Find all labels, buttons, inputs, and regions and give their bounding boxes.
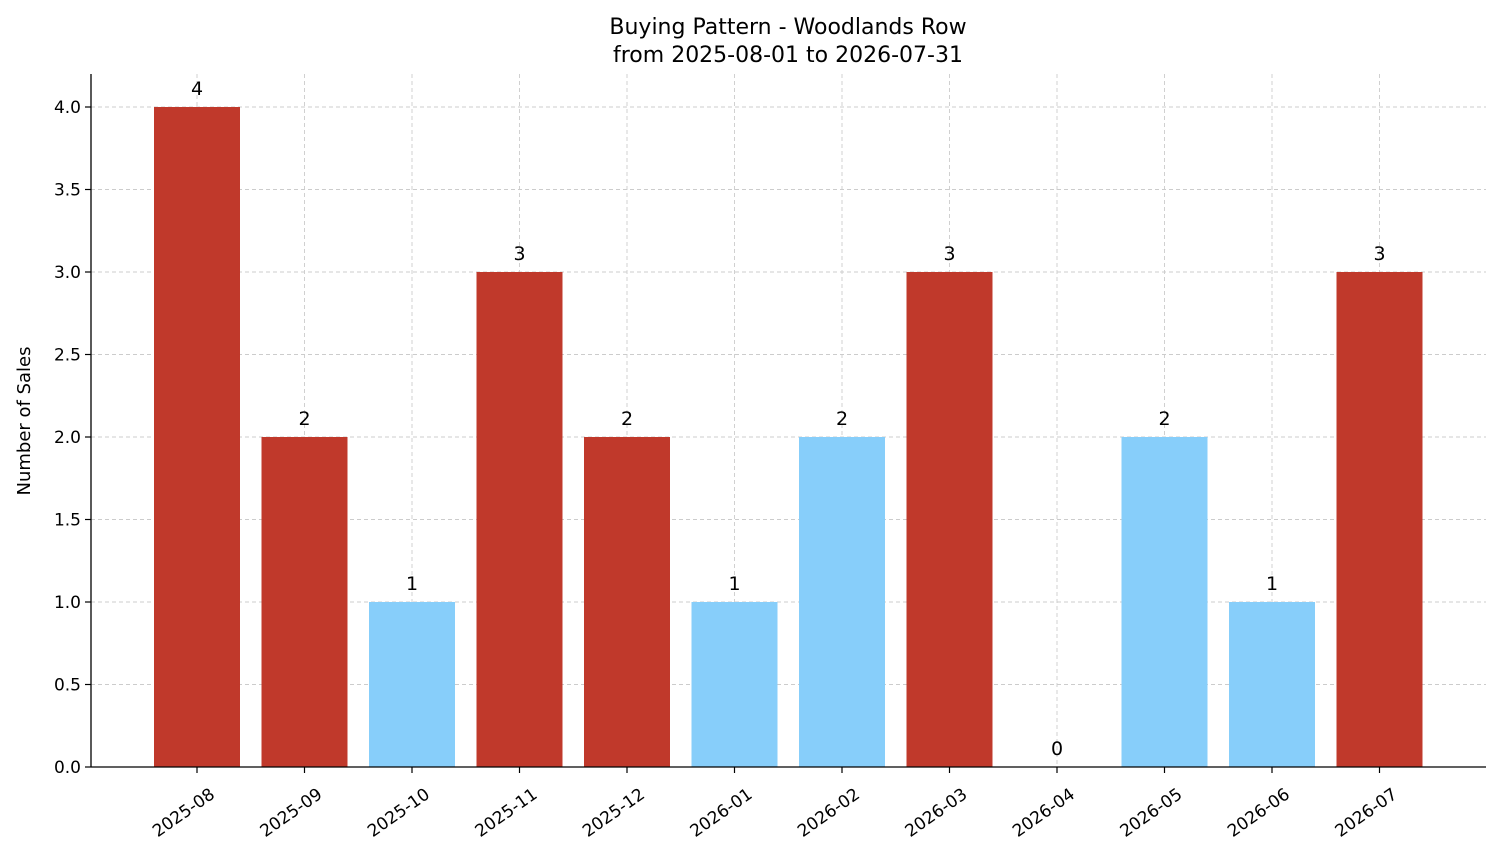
y-tick-label: 2.0 — [54, 428, 81, 448]
bar — [476, 272, 563, 767]
bar-value-label: 4 — [191, 78, 203, 100]
x-axis-ticks: 2025-08 2025-09 2025-10 2025-11 2025-12 2026-… — [149, 767, 1401, 842]
y-tick-label: 3.0 — [54, 263, 81, 283]
bar — [1229, 602, 1315, 767]
x-tick-label: 2026-06 — [1224, 785, 1294, 842]
x-tick-label: 2025-12 — [579, 785, 649, 842]
bar-value-label: 1 — [1266, 573, 1278, 595]
x-tick-label: 2026-04 — [1009, 785, 1079, 842]
bar — [799, 437, 885, 767]
x-tick-label: 2026-07 — [1332, 785, 1402, 842]
y-axis-label: Number of Sales — [14, 346, 35, 495]
y-axis-ticks: 0.0 0.5 1.0 1.5 2.0 2.5 3.0 3.5 4.0 — [54, 98, 91, 778]
bar-value-label: 1 — [406, 573, 418, 595]
y-tick-label: 2.5 — [54, 346, 81, 366]
y-tick-label: 3.5 — [54, 181, 81, 201]
bar — [1121, 437, 1208, 767]
y-tick-label: 1.5 — [54, 511, 81, 531]
x-tick-label: 2026-01 — [687, 785, 757, 842]
x-tick-label: 2026-02 — [794, 785, 864, 842]
chart-subtitle: from 2025-08-01 to 2026-07-31 — [613, 43, 963, 68]
bar — [1336, 272, 1423, 767]
bar — [369, 602, 455, 767]
bar-value-label: 2 — [1158, 408, 1170, 430]
chart-title: Buying Pattern - Woodlands Row — [609, 15, 966, 40]
bar-value-labels: 4 2 1 3 2 1 2 3 0 2 1 3 — [191, 78, 1386, 760]
bar-value-label: 3 — [1373, 243, 1385, 265]
x-tick-label: 2025-10 — [364, 785, 434, 842]
bar-value-label: 0 — [1051, 738, 1063, 760]
y-tick-label: 4.0 — [54, 98, 81, 118]
bar-value-label: 3 — [513, 243, 525, 265]
bar-value-label: 1 — [728, 573, 740, 595]
bar-value-label: 2 — [298, 408, 310, 430]
y-tick-label: 1.0 — [54, 593, 81, 613]
x-tick-label: 2025-11 — [472, 785, 542, 842]
y-tick-label: 0.0 — [54, 758, 81, 778]
bar — [261, 437, 348, 767]
x-tick-label: 2026-03 — [902, 785, 972, 842]
bars — [154, 107, 1423, 767]
y-tick-label: 0.5 — [54, 676, 81, 696]
bar-value-label: 3 — [943, 243, 955, 265]
bar — [154, 107, 240, 767]
x-tick-label: 2025-09 — [257, 785, 327, 842]
bar — [584, 437, 670, 767]
bar-value-label: 2 — [621, 408, 633, 430]
bar — [691, 602, 778, 767]
bar — [906, 272, 993, 767]
x-tick-label: 2025-08 — [149, 785, 219, 842]
bar-value-label: 2 — [836, 408, 848, 430]
x-tick-label: 2026-05 — [1117, 785, 1187, 842]
